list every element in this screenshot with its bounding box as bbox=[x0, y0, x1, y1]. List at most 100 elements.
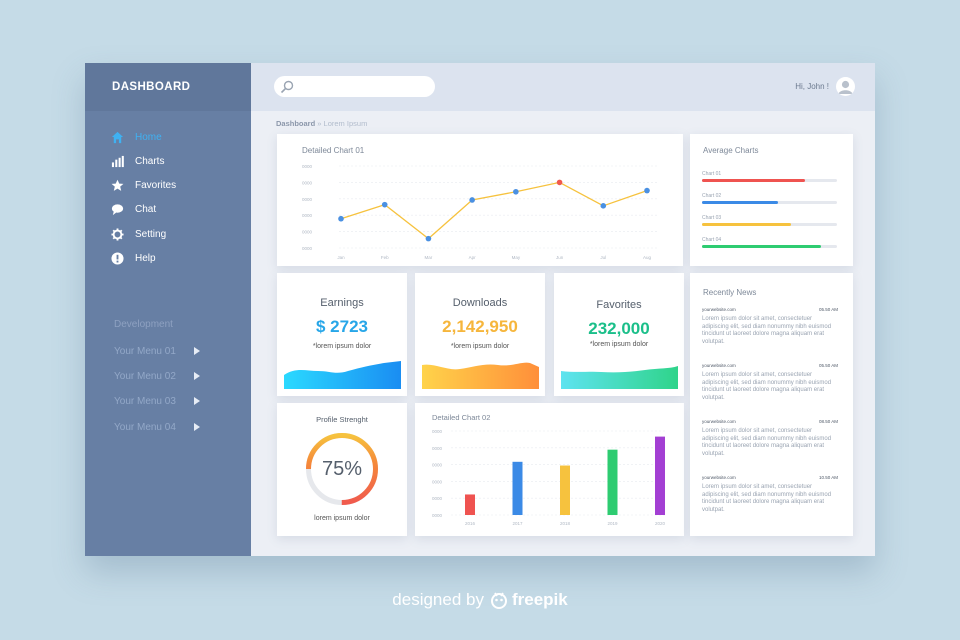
avatar[interactable] bbox=[836, 77, 855, 96]
x-tick-label: 2019 bbox=[607, 521, 618, 526]
news-source: yourwebsite.com bbox=[702, 307, 736, 312]
sidebar-menu-02[interactable]: Your Menu 02 bbox=[114, 369, 200, 383]
sidebar-item-label: Help bbox=[135, 252, 156, 264]
x-tick-label: Mar bbox=[425, 255, 433, 260]
x-tick-label: Jan bbox=[337, 255, 345, 260]
news-source: yourwebsite.com bbox=[702, 475, 736, 480]
user-greeting: Hi, John ! bbox=[795, 82, 829, 91]
data-point bbox=[338, 215, 344, 222]
sidebar-menu-04[interactable]: Your Menu 04 bbox=[114, 420, 200, 434]
favorites-wave-chart bbox=[561, 366, 678, 389]
bar-chart: 0000 0000 0000 0000 0000 0000 2016 2017 2018 2019… bbox=[432, 429, 666, 526]
sidebar-item-label: Charts bbox=[135, 155, 165, 167]
line-chart: 0000 0000 0000 0000 0000 0000 Jan Feb Mar Apr May J… bbox=[302, 164, 657, 260]
bar-label: Chart 01 bbox=[702, 171, 722, 177]
profile-strength-card: Profile Strenght 75% lorem ipsum dolor bbox=[277, 403, 407, 536]
home-icon bbox=[110, 130, 125, 144]
bar-fill bbox=[702, 179, 805, 182]
y-tick-label: 0000 bbox=[302, 230, 313, 235]
data-point bbox=[513, 188, 519, 195]
attribution-footer: designed by freepik bbox=[0, 590, 960, 610]
news-time: 05.50 AM bbox=[818, 307, 838, 312]
profile-subtitle: lorem ipsum dolor bbox=[314, 515, 370, 522]
freepik-logo[interactable]: freepik bbox=[490, 590, 568, 610]
bar-fill bbox=[702, 201, 778, 204]
x-tick-label: 2017 bbox=[512, 521, 523, 526]
dashboard-window: DASHBOARD Home Charts Favorites Chat Set… bbox=[85, 63, 875, 556]
stat-value: 232,000 bbox=[588, 319, 650, 338]
freepik-text: freepik bbox=[511, 590, 568, 609]
sidebar-item-favorites[interactable]: Favorites bbox=[110, 177, 176, 193]
breadcrumb: Dashboard » Lorem Ipsum bbox=[276, 119, 367, 128]
card-title: Detailed Chart 02 bbox=[432, 413, 491, 422]
card-title: Detailed Chart 01 bbox=[302, 146, 365, 155]
y-tick-label: 0000 bbox=[302, 164, 313, 169]
stat-title: Downloads bbox=[452, 297, 508, 309]
x-tick-label: Jul bbox=[600, 255, 606, 260]
chat-bubble-icon bbox=[110, 202, 125, 216]
breadcrumb-root[interactable]: Dashboard bbox=[276, 119, 316, 128]
menu-label: Your Menu 02 bbox=[114, 370, 176, 382]
x-tick-label: Jun bbox=[556, 255, 564, 260]
recently-news-card: Recently News yourwebsite.com 05.50 AM Lo… bbox=[690, 273, 853, 536]
bar-label: Chart 04 bbox=[702, 237, 722, 243]
y-tick-label: 0000 bbox=[432, 429, 443, 434]
development-section-title: Development bbox=[114, 319, 173, 330]
data-point bbox=[644, 187, 650, 194]
search-icon bbox=[280, 80, 294, 94]
bar bbox=[655, 436, 665, 515]
card-title: Recently News bbox=[703, 288, 757, 297]
news-item[interactable]: yourwebsite.com 10.50 AM Lorem ipsum dolo… bbox=[702, 475, 838, 514]
y-tick-label: 0000 bbox=[302, 213, 313, 218]
card-title: Profile Strenght bbox=[316, 415, 368, 424]
sidebar-item-help[interactable]: Help bbox=[110, 250, 156, 266]
data-point bbox=[556, 179, 563, 186]
footer-prefix: designed by bbox=[392, 590, 484, 609]
menu-label: Your Menu 03 bbox=[114, 395, 176, 407]
sidebar-item-label: Home bbox=[135, 131, 162, 143]
sidebar-item-setting[interactable]: Setting bbox=[110, 226, 166, 242]
y-tick-label: 0000 bbox=[432, 496, 443, 501]
stat-subtitle: *lorem ipsum dolor bbox=[312, 343, 372, 350]
bar bbox=[465, 494, 475, 515]
average-bar-row: Chart 01 bbox=[702, 171, 837, 182]
downloads-card: Downloads 2,142,950 *lorem ipsum dolor bbox=[415, 273, 545, 396]
stat-subtitle: *lorem ipsum dolor bbox=[450, 343, 510, 350]
news-item[interactable]: yourwebsite.com 05.50 AM Lorem ipsum dolo… bbox=[702, 307, 838, 346]
news-item[interactable]: yourwebsite.com 08.50 AM Lorem ipsum dolo… bbox=[702, 419, 838, 458]
sidebar-item-label: Chat bbox=[135, 203, 157, 215]
menu-label: Your Menu 01 bbox=[114, 345, 176, 357]
bar-label: Chart 02 bbox=[702, 193, 722, 199]
bar bbox=[560, 465, 570, 515]
breadcrumb-current: Lorem Ipsum bbox=[323, 119, 368, 128]
sidebar-menu-03[interactable]: Your Menu 03 bbox=[114, 394, 200, 408]
downloads-wave-chart bbox=[422, 362, 539, 389]
menu-label: Your Menu 04 bbox=[114, 421, 176, 433]
news-text: Lorem ipsum dolor sit amet, consectetuer… bbox=[702, 428, 832, 457]
play-arrow-icon bbox=[194, 347, 200, 355]
profile-percent: 75% bbox=[321, 458, 363, 480]
sidebar-item-charts[interactable]: Charts bbox=[110, 153, 164, 169]
star-icon bbox=[110, 178, 125, 192]
sidebar: DASHBOARD Home Charts Favorites Chat Set… bbox=[85, 63, 251, 556]
x-tick-label: May bbox=[512, 255, 521, 260]
brand-title: DASHBOARD bbox=[85, 63, 251, 111]
news-item[interactable]: yourwebsite.com 05.50 AM Lorem ipsum dolo… bbox=[702, 363, 838, 402]
breadcrumb-separator: » bbox=[317, 119, 322, 128]
sidebar-item-chat[interactable]: Chat bbox=[110, 201, 156, 217]
average-bar-row: Chart 02 bbox=[702, 193, 837, 204]
x-tick-label: Apr bbox=[469, 255, 477, 260]
news-time: 05.50 AM bbox=[818, 363, 838, 368]
search-input[interactable] bbox=[274, 76, 435, 97]
play-arrow-icon bbox=[194, 423, 200, 431]
y-tick-label: 0000 bbox=[432, 463, 443, 468]
sidebar-menu-01[interactable]: Your Menu 01 bbox=[114, 344, 200, 358]
sidebar-item-home[interactable]: Home bbox=[110, 129, 162, 145]
news-time: 08.50 AM bbox=[818, 419, 838, 424]
x-tick-label: 2016 bbox=[465, 521, 476, 526]
info-icon bbox=[110, 251, 125, 265]
news-source: yourwebsite.com bbox=[702, 363, 736, 368]
news-text: Lorem ipsum dolor sit amet, consectetuer… bbox=[702, 484, 832, 513]
favorites-card: Favorites 232,000 *lorem ipsum dolor bbox=[554, 273, 684, 396]
average-bar-row: Chart 03 bbox=[702, 215, 837, 226]
